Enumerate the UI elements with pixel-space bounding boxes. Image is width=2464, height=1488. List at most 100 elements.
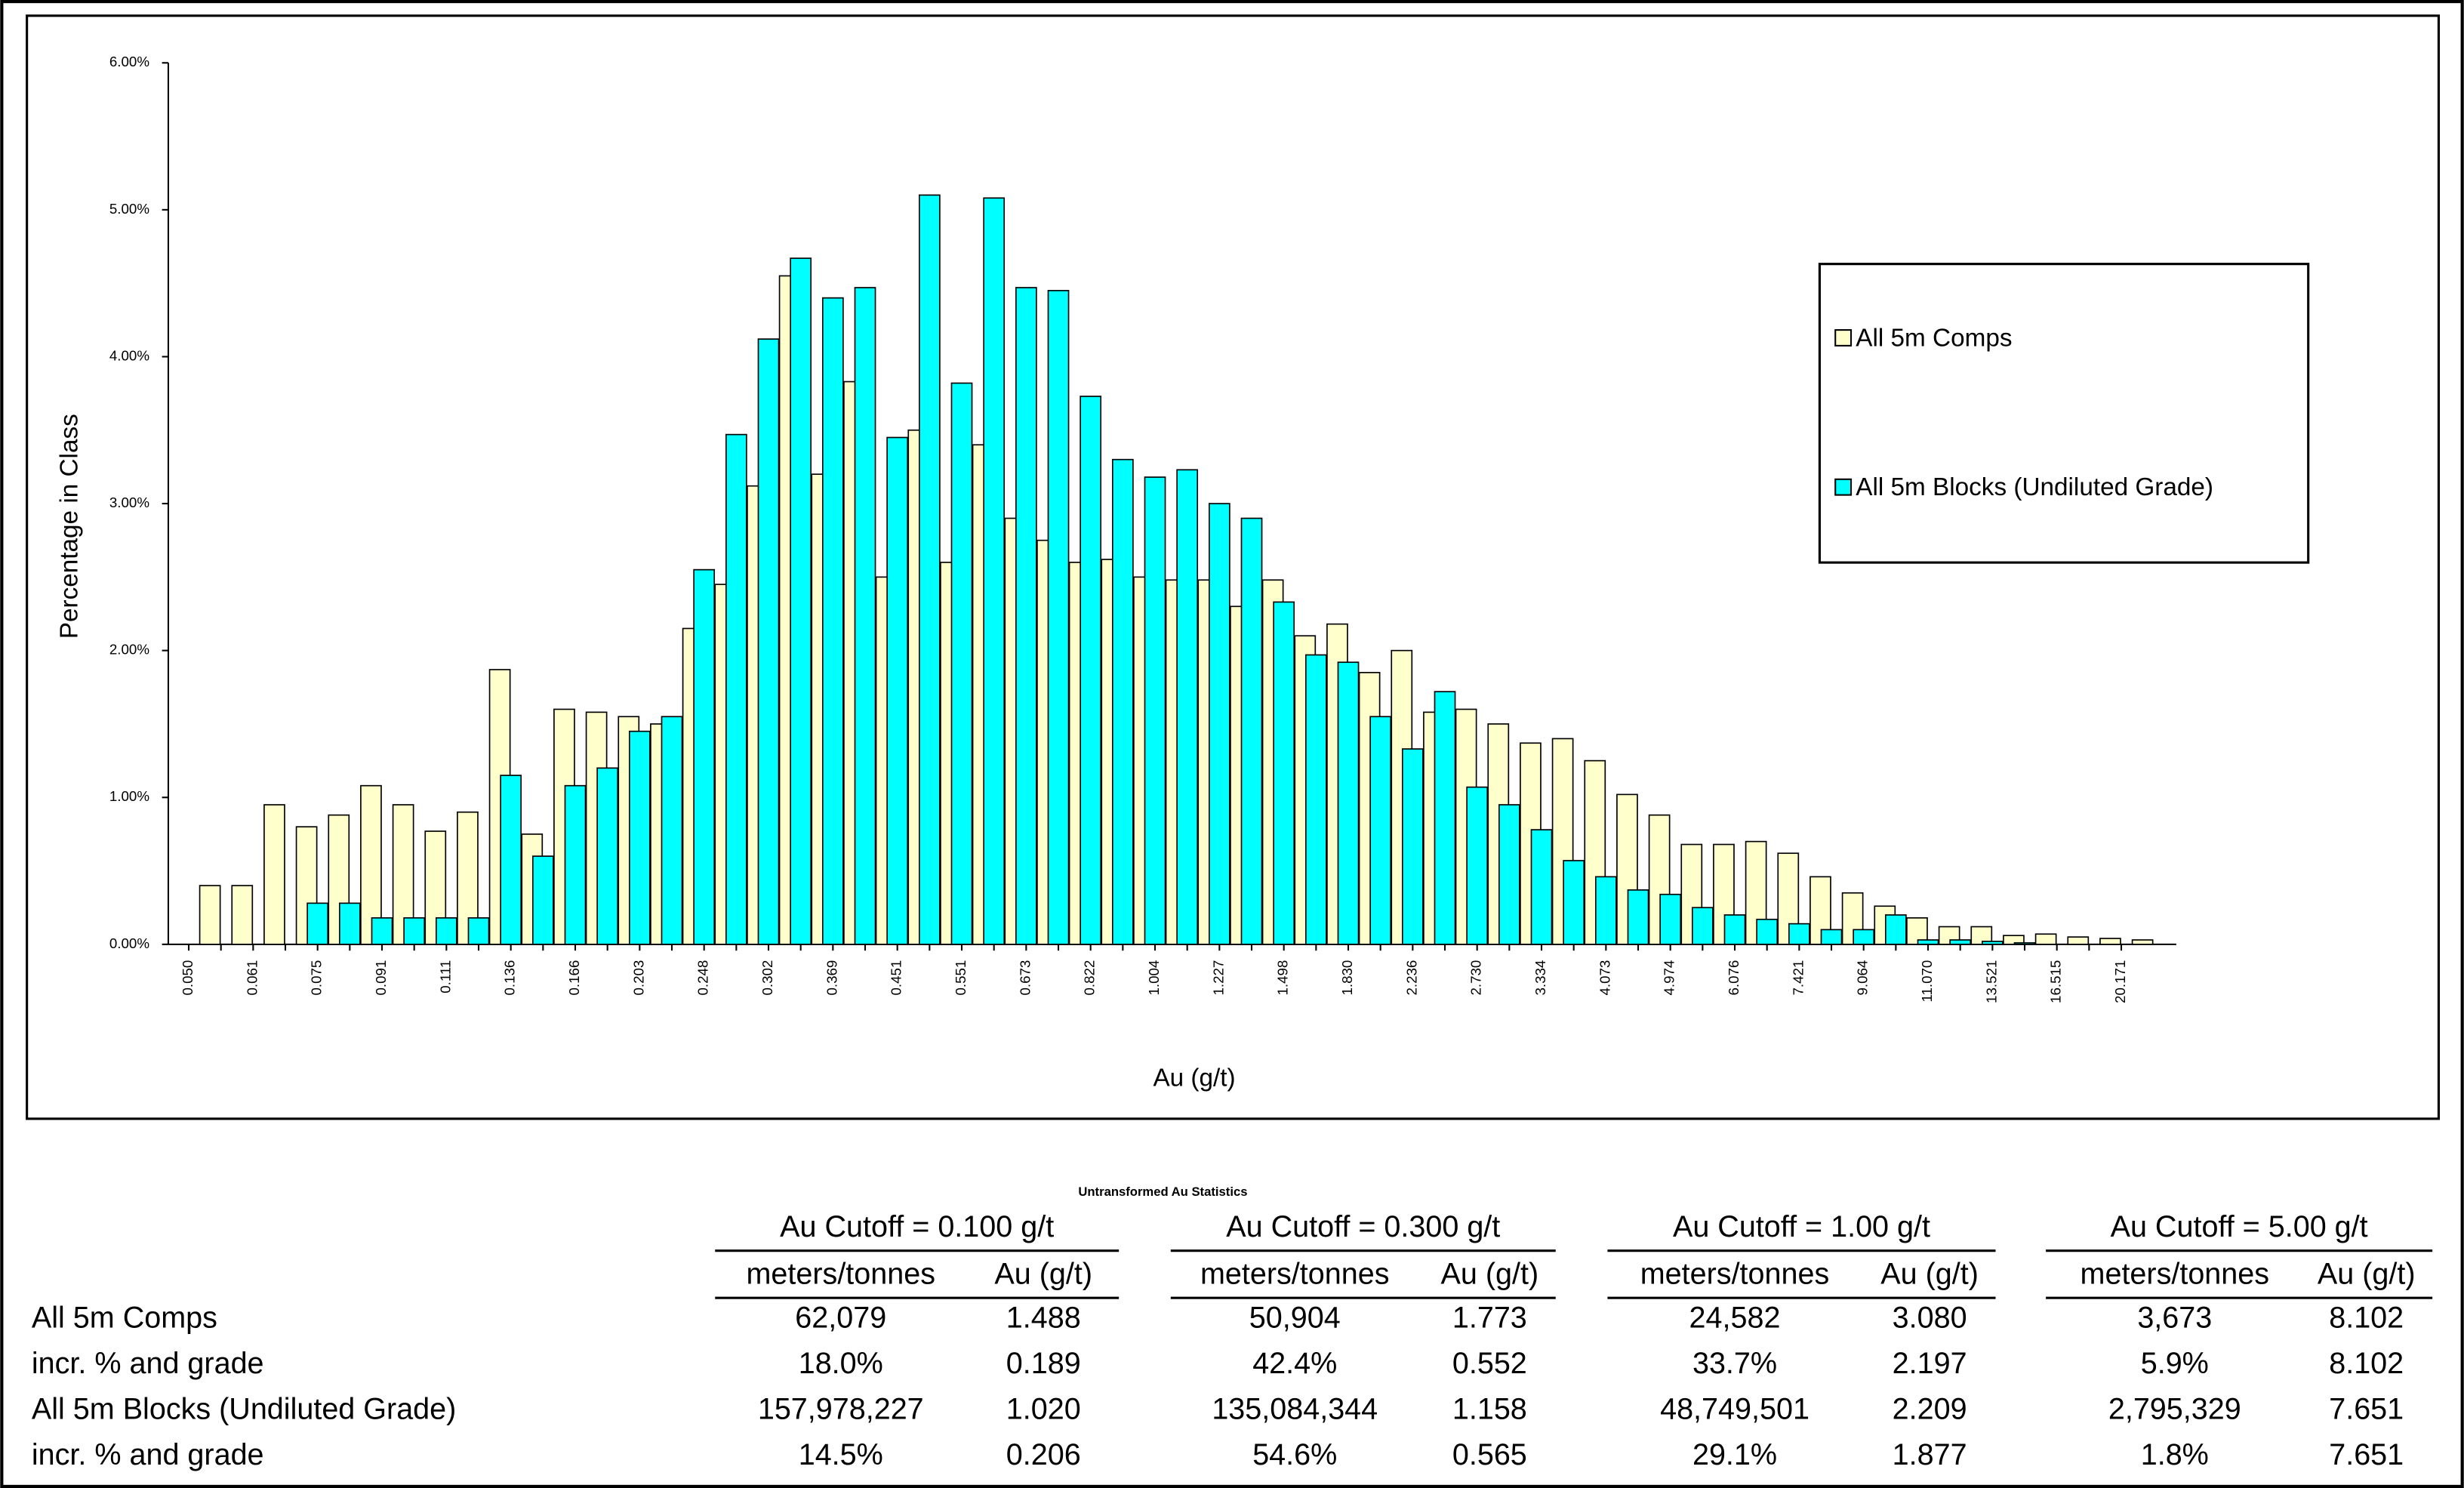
column-header: Au (g/t): [994, 1257, 1092, 1290]
table-cell: 5.9%: [2141, 1347, 2209, 1380]
table-cell: 14.5%: [799, 1438, 883, 1471]
column-header: meters/tonnes: [2081, 1257, 2270, 1290]
bar: [1047, 290, 1070, 945]
bar: [467, 917, 490, 945]
bar: [1820, 929, 1843, 945]
bar: [1691, 907, 1714, 945]
plot: 0.00% 1.00% 2.00% 3.00% 4.00% 5.00% 6.00% 0.050…: [109, 54, 2213, 1003]
bar: [435, 917, 457, 945]
table-cell: 18.0%: [799, 1347, 883, 1380]
x-tick-label: 7.421: [1790, 960, 1806, 996]
row-label: incr. % and grade: [32, 1438, 264, 1471]
bar: [1208, 503, 1230, 945]
legend-box: [1818, 263, 2310, 564]
x-tick-label: 3.334: [1532, 960, 1548, 996]
bar: [1369, 716, 1392, 945]
bar: [403, 917, 426, 945]
bar: [263, 804, 285, 945]
table-cell: 7.651: [2329, 1438, 2404, 1471]
x-tick-label: 6.076: [1726, 960, 1742, 996]
bar: [1080, 396, 1102, 945]
x-tick-label: 0.302: [759, 960, 775, 996]
table-title: Untransformed Au Statistics: [1078, 1185, 1247, 1199]
bar: [371, 917, 393, 945]
x-tick-label: 0.136: [502, 960, 518, 996]
x-axis-title: Au (g/t): [1153, 1064, 1235, 1092]
table-cell: 1.020: [1006, 1392, 1081, 1425]
bar: [790, 257, 812, 945]
x-tick-label: 0.248: [695, 960, 711, 996]
bar: [531, 855, 554, 945]
x-tick-label: 0.061: [244, 960, 260, 996]
bar: [1176, 469, 1199, 945]
x-tick-label: 0.822: [1082, 960, 1098, 996]
bar: [1745, 840, 1767, 945]
column-header: meters/tonnes: [1200, 1257, 1390, 1290]
y-tick-label: 2.00%: [109, 642, 149, 658]
table-cell: 8.102: [2329, 1347, 2404, 1380]
row-label: All 5m Blocks (Undiluted Grade): [32, 1392, 456, 1425]
x-tick-label: 0.451: [889, 960, 904, 996]
table-cell: 3,673: [2137, 1302, 2212, 1335]
table-cell: 157,978,227: [758, 1392, 924, 1425]
bar: [1498, 804, 1520, 945]
table-cell: 8.102: [2329, 1302, 2404, 1335]
table-cell: 0.565: [1452, 1438, 1527, 1471]
bar: [1723, 914, 1746, 945]
table-cell: 0.189: [1006, 1347, 1081, 1380]
column-header: meters/tonnes: [1640, 1257, 1830, 1290]
bar: [1015, 287, 1037, 945]
bar: [2131, 939, 2154, 945]
bar: [2003, 935, 2025, 945]
table-cell: 1.877: [1893, 1438, 1967, 1471]
bar: [1337, 661, 1360, 945]
column-header: Au (g/t): [1441, 1257, 1539, 1290]
table-cell: 48,749,501: [1660, 1392, 1810, 1425]
x-tick-label: 0.369: [824, 960, 839, 996]
bar: [1884, 914, 1907, 945]
bar: [1627, 889, 1649, 945]
y-tick-label: 0.00%: [109, 935, 149, 951]
table-cell: 3.080: [1893, 1302, 1967, 1335]
bar: [500, 775, 522, 945]
legend-label: All 5m Blocks (Undiluted Grade): [1856, 473, 2213, 501]
bar: [564, 784, 587, 945]
table-cell: 1.773: [1452, 1302, 1527, 1335]
table-cell: 0.206: [1006, 1438, 1081, 1471]
x-tick-label: 4.073: [1597, 960, 1612, 996]
bar: [1594, 876, 1617, 945]
bar: [1401, 748, 1424, 945]
bar: [725, 433, 747, 945]
x-tick-label: 1.227: [1210, 960, 1226, 996]
bar: [1273, 601, 1295, 945]
bar: [1788, 923, 1810, 945]
bar: [338, 902, 361, 945]
table-cell: 7.651: [2329, 1392, 2404, 1425]
table-cell: 1.488: [1006, 1302, 1081, 1335]
bar: [950, 382, 973, 945]
x-tick-label: 11.070: [1919, 960, 1935, 1003]
bar: [1144, 476, 1166, 945]
bar: [1563, 860, 1585, 945]
row-label: All 5m Comps: [32, 1302, 217, 1335]
bar: [1466, 786, 1489, 945]
x-tick-label: 4.974: [1662, 960, 1677, 996]
x-tick-label: 20.171: [2112, 960, 2128, 1003]
chart-frame: [26, 14, 2441, 1120]
group-header: Au Cutoff = 5.00 g/t: [2111, 1210, 2368, 1243]
y-tick-label: 3.00%: [109, 494, 149, 510]
bar: [596, 767, 619, 945]
y-tick-label: 5.00%: [109, 201, 149, 217]
table-cell: 54.6%: [1252, 1438, 1337, 1471]
bar: [1756, 918, 1779, 945]
row-label: incr. % and grade: [32, 1347, 264, 1380]
table-cell: 62,079: [795, 1302, 886, 1335]
x-tick-label: 0.673: [1017, 960, 1033, 996]
column-header: Au (g/t): [1880, 1257, 1979, 1290]
column-header: Au (g/t): [2318, 1257, 2416, 1290]
table-cell: 1.8%: [2141, 1438, 2209, 1471]
bar: [628, 730, 651, 945]
x-tick-label: 0.050: [180, 960, 196, 996]
